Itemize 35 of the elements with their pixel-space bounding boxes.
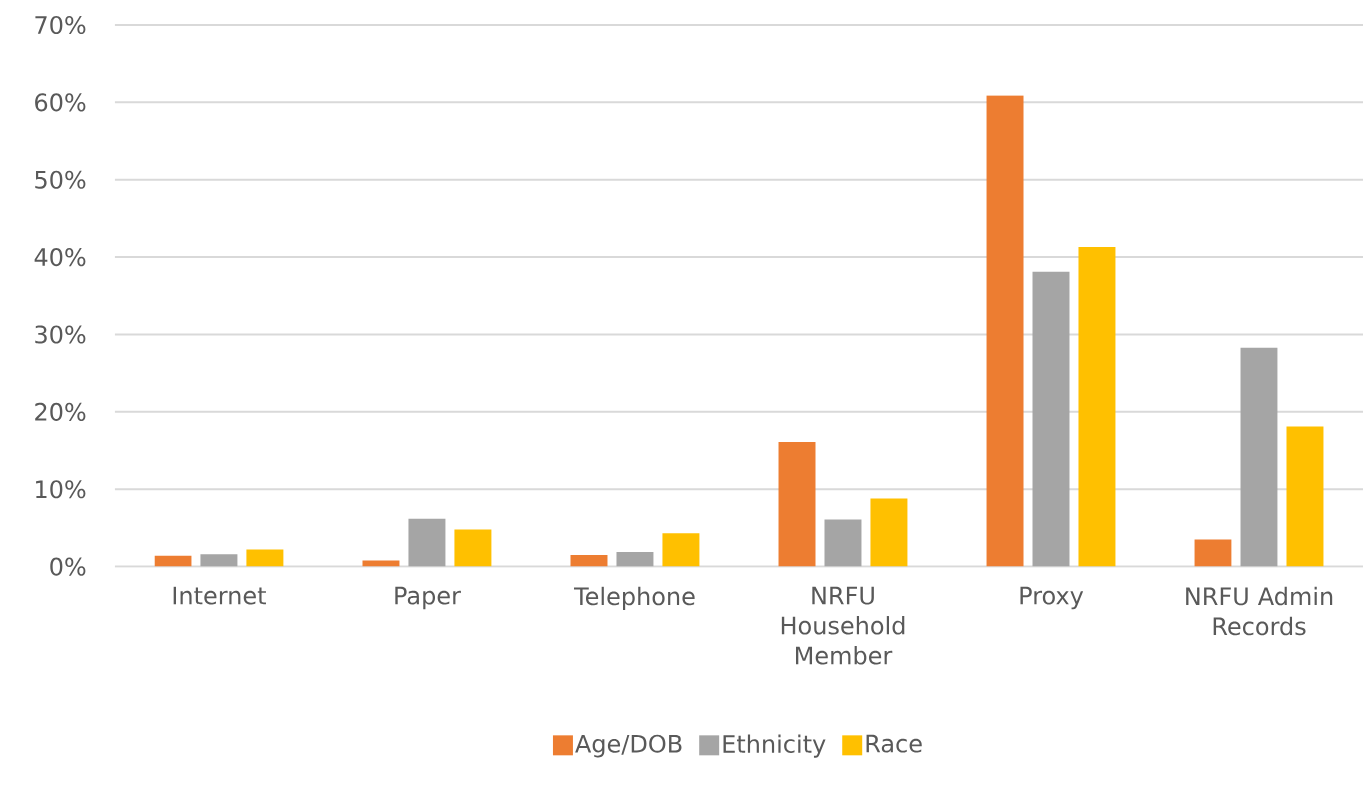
bar bbox=[362, 560, 400, 567]
bar bbox=[454, 529, 492, 567]
bar bbox=[1240, 347, 1278, 567]
x-tick-label: Proxy bbox=[1020, 586, 1084, 610]
legend-label: Age/DOB bbox=[575, 734, 682, 758]
bar bbox=[870, 498, 908, 567]
legend-label: Ethnicity bbox=[723, 734, 826, 758]
bar bbox=[1286, 426, 1324, 567]
y-tick-label: 40% bbox=[34, 247, 86, 266]
y-tick-label: 30% bbox=[35, 325, 86, 344]
bar bbox=[1194, 539, 1232, 567]
bar bbox=[200, 554, 238, 567]
x-tick-label: Internet bbox=[173, 586, 266, 605]
x-tick-label: Paper bbox=[395, 586, 461, 610]
y-tick-label: 60% bbox=[35, 93, 86, 112]
bar bbox=[1078, 246, 1116, 567]
y-tick-label: 10% bbox=[36, 479, 86, 499]
x-tick-label: NRFU Household Member bbox=[781, 586, 905, 665]
bar bbox=[986, 95, 1024, 567]
bar bbox=[662, 533, 700, 567]
bar bbox=[570, 554, 608, 567]
bar bbox=[824, 519, 862, 567]
bar bbox=[408, 518, 446, 567]
x-tick-label: Telephone bbox=[574, 586, 695, 610]
bar bbox=[616, 551, 654, 567]
y-tick-label: 0% bbox=[50, 557, 86, 576]
x-tick-label: NRFU Admin Records bbox=[1186, 586, 1333, 636]
y-tick-label: 50% bbox=[35, 170, 86, 189]
legend-label: Race bbox=[866, 734, 922, 753]
bar bbox=[778, 441, 816, 567]
y-tick-label: 70% bbox=[35, 15, 86, 34]
bar bbox=[1032, 271, 1070, 567]
bar bbox=[246, 549, 284, 567]
y-tick-label: 20% bbox=[35, 402, 86, 421]
bar bbox=[154, 555, 192, 567]
